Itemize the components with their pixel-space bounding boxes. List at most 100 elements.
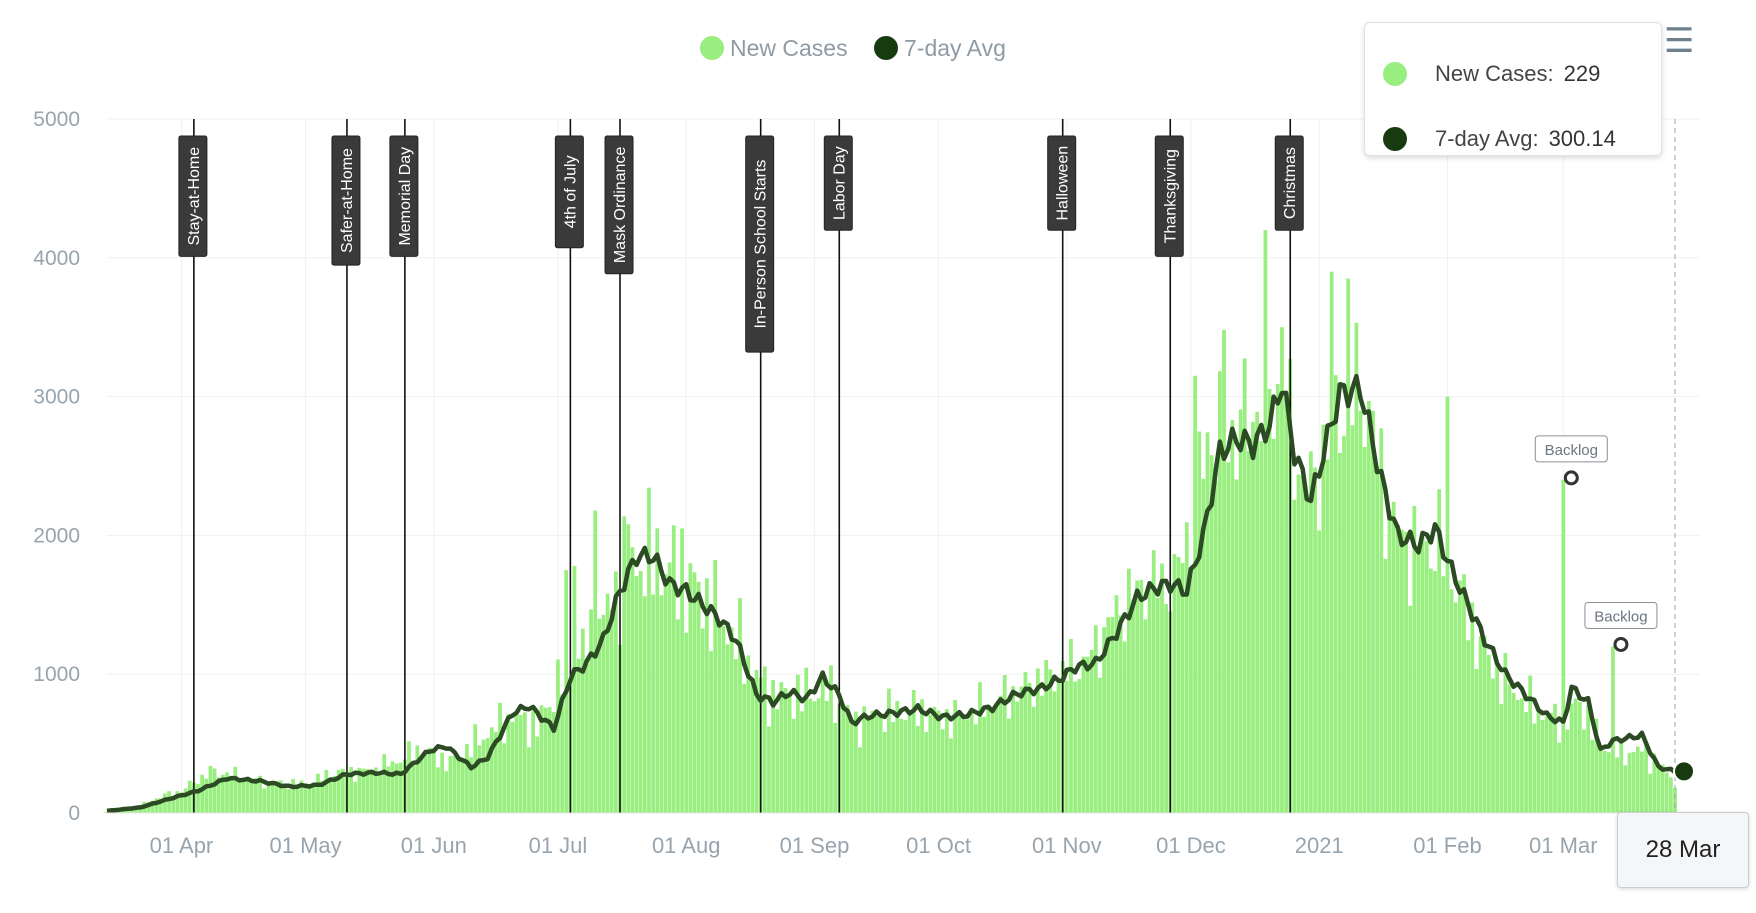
new-cases-bar[interactable] — [307, 786, 312, 813]
new-cases-bar[interactable] — [340, 768, 345, 813]
new-cases-bar[interactable] — [229, 776, 233, 813]
new-cases-bar[interactable] — [1540, 719, 1545, 813]
new-cases-bar[interactable] — [696, 581, 701, 813]
new-cases-bar[interactable] — [303, 783, 308, 813]
new-cases-bar[interactable] — [1247, 451, 1251, 813]
new-cases-bar[interactable] — [924, 732, 929, 813]
new-cases-bar[interactable] — [1131, 599, 1135, 813]
new-cases-bar[interactable] — [1064, 680, 1069, 813]
new-cases-bar[interactable] — [866, 719, 871, 813]
new-cases-bar[interactable] — [1056, 682, 1061, 813]
new-cases-bar[interactable] — [887, 688, 891, 813]
new-cases-bar[interactable] — [485, 738, 490, 813]
new-cases-bar[interactable] — [1230, 420, 1235, 813]
new-cases-bar[interactable] — [556, 659, 560, 813]
new-cases-bar[interactable] — [874, 715, 879, 813]
new-cases-bar[interactable] — [125, 809, 130, 813]
new-cases-bar[interactable] — [460, 760, 465, 813]
new-cases-bar[interactable] — [978, 682, 982, 813]
new-cases-bars[interactable] — [105, 230, 1677, 814]
new-cases-bar[interactable] — [705, 578, 709, 813]
new-cases-bar[interactable] — [1640, 751, 1644, 813]
new-cases-bar[interactable] — [1569, 703, 1574, 813]
new-cases-bar[interactable] — [713, 559, 718, 813]
new-cases-bar[interactable] — [274, 781, 279, 813]
new-cases-bar[interactable] — [1656, 766, 1661, 813]
new-cases-bar[interactable] — [200, 774, 205, 813]
new-cases-bar[interactable] — [245, 776, 250, 813]
new-cases-bar[interactable] — [1358, 410, 1363, 813]
new-cases-bar[interactable] — [920, 699, 924, 813]
new-cases-bar[interactable] — [1515, 700, 1520, 813]
new-cases-bar[interactable] — [469, 757, 473, 813]
new-cases-bar[interactable] — [849, 720, 854, 813]
new-cases-bar[interactable] — [750, 678, 755, 813]
new-cases-bar[interactable] — [1350, 425, 1355, 813]
new-cases-bar[interactable] — [1255, 411, 1260, 813]
new-cases-bar[interactable] — [514, 712, 519, 813]
new-cases-bar[interactable] — [423, 752, 428, 813]
new-cases-bar[interactable] — [531, 710, 535, 813]
new-cases-bar[interactable] — [481, 739, 486, 813]
new-cases-bar[interactable] — [1470, 602, 1475, 813]
new-cases-bar[interactable] — [489, 727, 494, 813]
new-cases-bar[interactable] — [1400, 529, 1404, 813]
new-cases-bar[interactable] — [1098, 677, 1102, 813]
new-cases-bar[interactable] — [1172, 554, 1177, 813]
new-cases-bar[interactable] — [407, 741, 411, 813]
new-cases-bar[interactable] — [1139, 579, 1144, 813]
new-cases-bar[interactable] — [183, 788, 188, 813]
new-cases-bar[interactable] — [609, 609, 614, 813]
new-cases-bar[interactable] — [1553, 703, 1557, 813]
new-cases-bar[interactable] — [353, 781, 358, 813]
new-cases-bar[interactable] — [1652, 753, 1657, 813]
legend[interactable]: New Cases 7-day Avg — [700, 35, 1006, 61]
new-cases-bar[interactable] — [895, 700, 900, 813]
new-cases-bar[interactable] — [642, 596, 647, 813]
new-cases-bar[interactable] — [506, 714, 511, 813]
new-cases-bar[interactable] — [444, 771, 449, 813]
new-cases-bar[interactable] — [1362, 446, 1367, 813]
new-cases-bar[interactable] — [597, 618, 602, 813]
new-cases-bar[interactable] — [692, 572, 697, 813]
new-cases-bar[interactable] — [825, 700, 829, 813]
new-cases-bar[interactable] — [903, 720, 908, 813]
new-cases-bar[interactable] — [622, 516, 627, 813]
new-cases-bar[interactable] — [1565, 729, 1570, 813]
new-cases-bar[interactable] — [369, 770, 374, 813]
new-cases-bar[interactable] — [1147, 587, 1152, 813]
new-cases-bar[interactable] — [225, 772, 229, 813]
new-cases-bar[interactable] — [1474, 669, 1479, 813]
new-cases-bar[interactable] — [1110, 616, 1115, 813]
new-cases-bar[interactable] — [328, 779, 333, 813]
new-cases-bar[interactable] — [1611, 646, 1615, 813]
new-cases-bar[interactable] — [1644, 745, 1648, 813]
new-cases-bar[interactable] — [1524, 712, 1528, 813]
new-cases-bar[interactable] — [1453, 602, 1458, 813]
new-cases-bar[interactable] — [1433, 570, 1437, 813]
new-cases-bar[interactable] — [262, 788, 267, 813]
new-cases-bar[interactable] — [1036, 668, 1040, 813]
new-cases-bar[interactable] — [957, 710, 962, 813]
new-cases-bar[interactable] — [1093, 625, 1098, 813]
new-cases-bar[interactable] — [1329, 271, 1334, 813]
new-cases-bar[interactable] — [1615, 757, 1619, 813]
new-cases-bar[interactable] — [787, 695, 792, 813]
new-cases-bar[interactable] — [431, 748, 436, 813]
new-cases-bar[interactable] — [1226, 462, 1231, 813]
new-cases-bar[interactable] — [1437, 489, 1442, 813]
new-cases-bar[interactable] — [1197, 431, 1202, 813]
new-cases-bar[interactable] — [1577, 702, 1582, 813]
new-cases-bar[interactable] — [1623, 765, 1628, 813]
new-cases-bar[interactable] — [249, 778, 254, 813]
new-cases-bar[interactable] — [1052, 691, 1057, 813]
new-cases-bar[interactable] — [580, 628, 585, 813]
seven-day-avg-line[interactable] — [106, 119, 1695, 814]
new-cases-bar[interactable] — [1503, 653, 1508, 813]
new-cases-bar[interactable] — [1081, 656, 1086, 813]
new-cases-bar[interactable] — [1449, 589, 1454, 813]
new-cases-bar[interactable] — [1118, 615, 1123, 813]
new-cases-bar[interactable] — [700, 628, 705, 813]
new-cases-bar[interactable] — [733, 659, 738, 813]
new-cases-bar[interactable] — [1371, 410, 1375, 813]
